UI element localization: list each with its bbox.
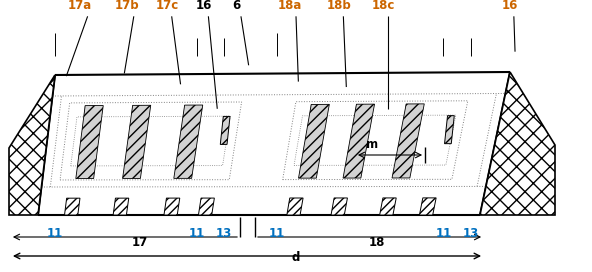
Polygon shape [9,75,55,215]
Text: 17: 17 [132,236,149,249]
Polygon shape [113,198,128,215]
Text: 17c: 17c [156,0,179,12]
Text: 17a: 17a [68,0,92,12]
Polygon shape [331,198,348,215]
Text: 18c: 18c [372,0,395,12]
Polygon shape [298,104,329,178]
Text: 11: 11 [435,227,452,240]
Polygon shape [220,116,230,144]
Polygon shape [480,72,555,215]
Text: 18b: 18b [327,0,352,12]
Text: 16: 16 [196,0,213,12]
Polygon shape [379,198,396,215]
Text: d: d [292,251,300,264]
Polygon shape [65,198,80,215]
Polygon shape [343,104,375,178]
Text: 6: 6 [233,0,241,12]
Text: 11: 11 [188,227,205,240]
Polygon shape [164,198,180,215]
Polygon shape [198,198,214,215]
Text: 13: 13 [215,227,232,240]
Text: 18a: 18a [278,0,303,12]
Polygon shape [76,106,103,178]
Text: 16: 16 [502,0,519,12]
Polygon shape [420,198,436,215]
Polygon shape [123,105,151,178]
Polygon shape [174,105,202,178]
Polygon shape [445,116,454,144]
Text: 11: 11 [269,227,285,240]
Polygon shape [287,198,303,215]
Text: 13: 13 [463,227,480,240]
Text: 17b: 17b [115,0,140,12]
Text: 11: 11 [47,227,63,240]
Text: m: m [366,138,378,151]
Text: 18: 18 [369,236,385,249]
Polygon shape [392,104,424,178]
